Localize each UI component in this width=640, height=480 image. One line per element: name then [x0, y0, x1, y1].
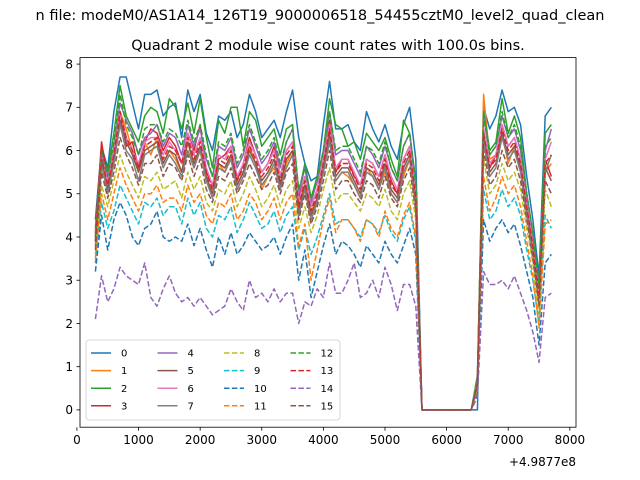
y-axis: 0 1 2 3 4 5 6 7 8 [65, 57, 80, 417]
series-line-10 [94, 201, 552, 411]
x-tick-label: 5000 [370, 433, 401, 447]
y-tick-label: 2 [65, 317, 73, 331]
legend-label-14: 14 [321, 384, 334, 395]
series-line-9 [94, 184, 553, 411]
series-line-0 [94, 76, 552, 411]
legend-label-2: 2 [121, 384, 127, 395]
y-tick-label: 4 [65, 230, 73, 244]
legend-label-6: 6 [188, 384, 194, 395]
legend-label-8: 8 [254, 349, 260, 360]
series-line-14 [94, 262, 552, 411]
series-line-15 [94, 136, 553, 411]
legend-label-1: 1 [121, 366, 127, 377]
axes-frame [79, 57, 577, 428]
x-tick-label: 3000 [246, 433, 277, 447]
legend-label-11: 11 [254, 401, 267, 412]
plot-area [94, 76, 553, 411]
chart-title: Quadrant 2 module wise count rates with … [131, 38, 525, 54]
x-tick-label: 4000 [308, 433, 339, 447]
legend-label-15: 15 [321, 401, 334, 412]
legend-label-4: 4 [188, 349, 194, 360]
y-tick-label: 7 [65, 101, 73, 115]
y-tick-label: 6 [65, 144, 73, 158]
legend-label-13: 13 [321, 366, 334, 377]
legend-label-7: 7 [188, 401, 194, 412]
y-tick-label: 5 [65, 187, 73, 201]
x-tick-label: 8000 [555, 433, 586, 447]
x-tick-label: 6000 [431, 433, 462, 447]
legend-label-10: 10 [254, 384, 267, 395]
series-line-12 [94, 93, 552, 411]
legend-label-0: 0 [121, 349, 127, 360]
x-tick-label: 0 [73, 433, 81, 447]
legend-label-3: 3 [121, 401, 127, 412]
series-line-8 [94, 154, 553, 411]
y-tick-label: 3 [65, 274, 73, 288]
legend-frame [85, 339, 341, 421]
legend-label-12: 12 [321, 349, 334, 360]
x-tick-label: 1000 [123, 433, 154, 447]
y-tick-label: 8 [65, 57, 73, 71]
y-tick-label: 0 [65, 403, 73, 417]
y-tick-label: 1 [65, 360, 73, 374]
legend-label-9: 9 [254, 366, 260, 377]
legend-label-5: 5 [188, 366, 194, 377]
x-axis: 0 1000 2000 3000 4000 5000 6000 7000 8000 [73, 427, 585, 447]
chart-suptitle: n file: modeM0/AS1A14_126T19_9000006518_… [36, 8, 605, 24]
x-offset-label: +4.9877e8 [509, 455, 576, 469]
x-tick-label: 2000 [185, 433, 216, 447]
x-tick-label: 7000 [493, 433, 524, 447]
